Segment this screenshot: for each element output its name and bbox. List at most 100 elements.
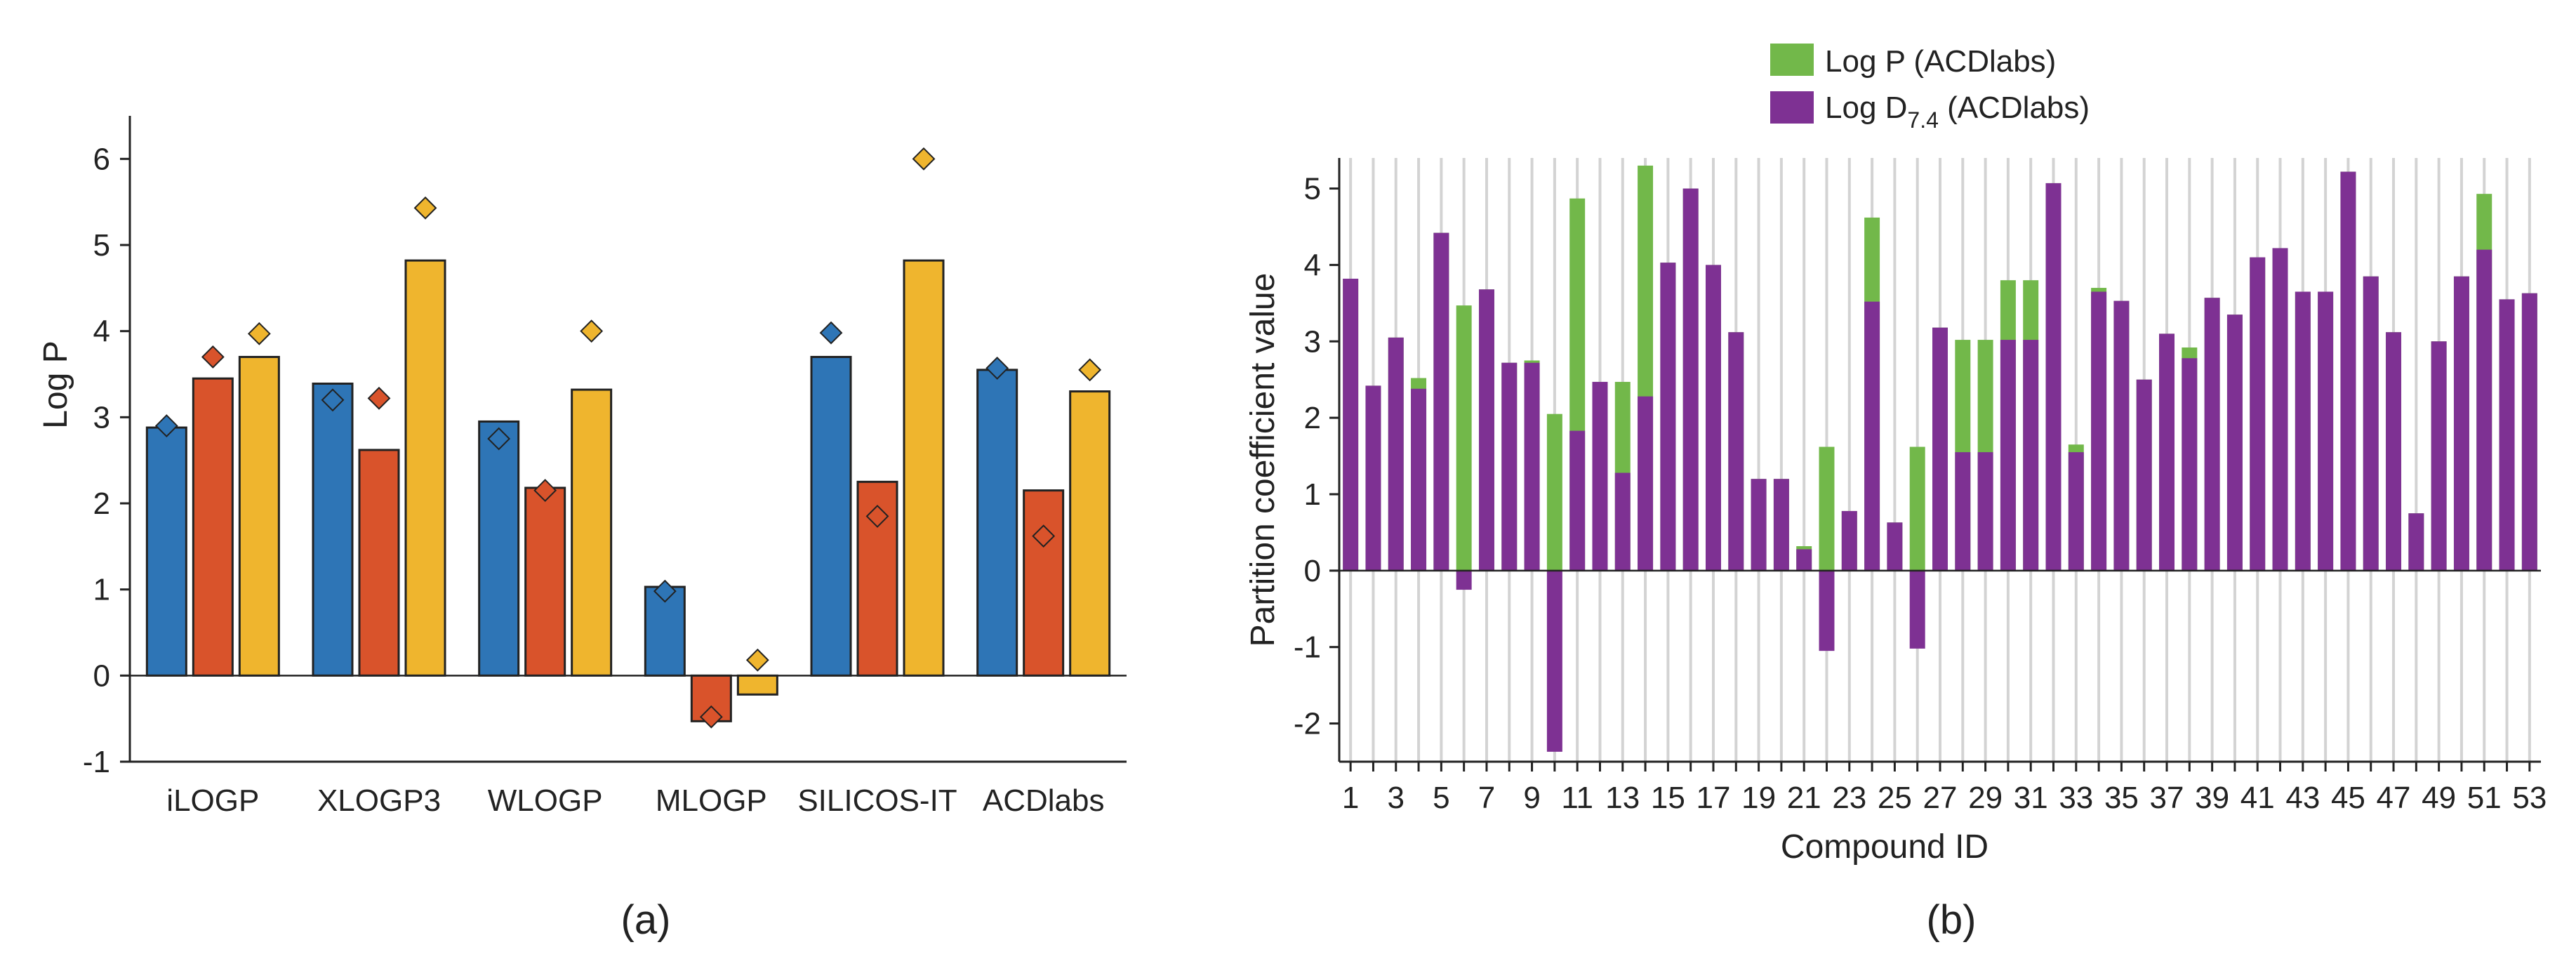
panel-b-x-tick-label: 27 <box>1923 781 1958 815</box>
legend-swatch-log-p <box>1770 44 1814 76</box>
panel-a-y-tick-label: 3 <box>93 400 110 435</box>
panel-b-bar-log-d <box>1569 430 1586 571</box>
panel-b-y-axis-label: Partition coefficient value <box>1244 273 1282 647</box>
panel-b-bar-log-d <box>2499 299 2515 571</box>
panel-b-bar-log-d <box>1524 362 1540 571</box>
panel-b-bar-log-d <box>1751 479 1767 571</box>
panel-a-bar <box>976 369 1018 677</box>
panel-b-bar-log-d <box>2000 340 2016 571</box>
panel-b-bar-log-p <box>1909 446 1925 571</box>
panel-a-bar <box>1023 489 1065 677</box>
panel-b-x-tick-label: 11 <box>1561 781 1593 815</box>
panel-b-bar-log-p <box>1819 446 1835 571</box>
panel-a-bar <box>903 259 945 677</box>
panel-b-x-tick-label: 37 <box>2150 781 2184 815</box>
panel-a-y-ticks: -1 0 1 2 3 4 5 6 <box>83 142 130 779</box>
panel-a-bar <box>312 382 354 677</box>
panel-b-x-tick-label: 43 <box>2285 781 2320 815</box>
panel-a-category-label: iLOGP <box>166 783 259 818</box>
panel-b-x-tick-label: 45 <box>2331 781 2365 815</box>
panel-b-bar-log-d <box>1887 522 1903 571</box>
panel-b-x-tick-label: 35 <box>2104 781 2139 815</box>
panel-b-bar-log-d <box>1614 472 1631 571</box>
panel-b-bar-log-d <box>2340 171 2356 571</box>
panel-a-marker <box>1078 358 1102 382</box>
panel-b-x-tick-label: 1 <box>1342 781 1359 815</box>
panel-a-caption: (a) <box>621 897 671 943</box>
panel-b-x-tick-label: 5 <box>1433 781 1449 815</box>
panel-b-bar-log-d <box>1433 232 1449 571</box>
panel-a-category-label: SILICOS-IT <box>797 783 957 818</box>
panel-b-x-tick-label: 39 <box>2195 781 2229 815</box>
panel-a-bar <box>571 388 613 677</box>
panel-b-bar-log-d <box>2068 452 2084 571</box>
panel-b-x-tick-label: 49 <box>2422 781 2456 815</box>
panel-b-caption: (b) <box>1927 897 1977 943</box>
panel-b-bar-log-d <box>2386 332 2402 571</box>
panel-b-bar-log-d <box>2521 293 2537 571</box>
panel-b-bar-log-p <box>1456 305 1472 571</box>
panel-a-y-axis-label: Log P <box>37 340 74 428</box>
panel-b-bar-log-d <box>1638 396 1654 571</box>
panel-b-bar-log-d <box>1819 570 1835 651</box>
panel-b-bar-log-d <box>2113 300 2130 571</box>
panel-b-bar-log-d <box>2023 340 2039 571</box>
panel-b-bars <box>1343 165 2537 752</box>
panel-a-marker <box>247 322 271 345</box>
panel-a-bar <box>810 355 852 677</box>
panel-b-x-tick-label: 9 <box>1523 781 1540 815</box>
panel-b-bar-log-d <box>2091 291 2107 571</box>
panel-b-bar-log-d <box>1796 549 1812 571</box>
panel-a-bar <box>404 259 446 677</box>
panel-a-bar <box>145 426 187 677</box>
panel-b-y-tick-label: 0 <box>1304 554 1321 588</box>
panel-b-x-tick-label: 13 <box>1605 781 1640 815</box>
panel-b-bar-log-d <box>1456 570 1472 590</box>
panel-b-bar-log-d <box>2226 315 2243 571</box>
panel-a-category-label: MLOGP <box>656 783 767 818</box>
panel-b-bar-log-d <box>1592 381 1608 571</box>
panel-b-bar-log-d <box>2204 298 2220 571</box>
panel-b-bar-log-p <box>1546 413 1562 571</box>
panel-a-chart: -1 0 1 2 3 4 5 6 iLOGP XLOGP3 WLOGP MLOGP SILICOS-I… <box>37 116 1127 943</box>
panel-b-x-tick-label: 31 <box>2014 781 2048 815</box>
panel-b-bar-log-d <box>2045 183 2062 571</box>
panel-b-y-tick-label: -1 <box>1294 630 1321 665</box>
panel-a-y-tick-label: 6 <box>93 142 110 176</box>
panel-a-marker <box>865 504 889 528</box>
panel-b-x-ticks: 1 3 5 7 9 11 13 15 17 19 21 23 25 27 29 31 33 35 37 39 41 43 4… <box>1342 762 2547 815</box>
panel-b-bar-log-d <box>2318 291 2334 571</box>
legend-log-d-main: Log D <box>1825 91 1907 125</box>
panel-b-bar-log-d <box>2250 257 2266 571</box>
panel-a-marker <box>580 319 604 343</box>
panel-b-x-tick-label: 47 <box>2377 781 2411 815</box>
panel-b-x-tick-label: 3 <box>1388 781 1405 815</box>
panel-a-marker <box>699 705 723 729</box>
panel-b-bar-log-d <box>1909 570 1925 649</box>
panel-a-y-tick-label: 1 <box>93 573 110 607</box>
panel-a-bars <box>145 259 1111 722</box>
panel-b-bar-log-d <box>2136 379 2152 571</box>
panel-b-bar-log-d <box>1660 263 1676 571</box>
panel-b-bar-log-d <box>1501 362 1518 571</box>
panel-a-bar <box>524 486 566 677</box>
panel-b-y-tick-label: 3 <box>1304 324 1321 359</box>
panel-b-bar-log-d <box>1682 188 1699 571</box>
panel-a-y-tick-label: 4 <box>93 315 110 349</box>
panel-b-bar-log-d <box>1977 452 1993 571</box>
panel-a-marker <box>154 414 178 438</box>
panel-b-bar-log-d <box>2408 513 2424 571</box>
panel-b-bar-log-d <box>2295 291 2311 571</box>
panel-b-bar-log-d <box>2159 333 2175 571</box>
panel-b-bar-log-d <box>1705 265 1721 571</box>
panel-b-x-tick-label: 29 <box>1968 781 2003 815</box>
panel-b-x-tick-label: 51 <box>2467 781 2502 815</box>
panel-a-marker <box>487 427 511 451</box>
panel-b-x-tick-label: 21 <box>1787 781 1821 815</box>
panel-a-marker <box>653 579 677 603</box>
panel-b-bar-log-d <box>1388 337 1404 571</box>
panel-a-markers <box>154 147 1102 729</box>
panel-a-y-tick-label: 2 <box>93 486 110 521</box>
legend-log-d-suffix: (ACDlabs) <box>1939 91 2090 125</box>
